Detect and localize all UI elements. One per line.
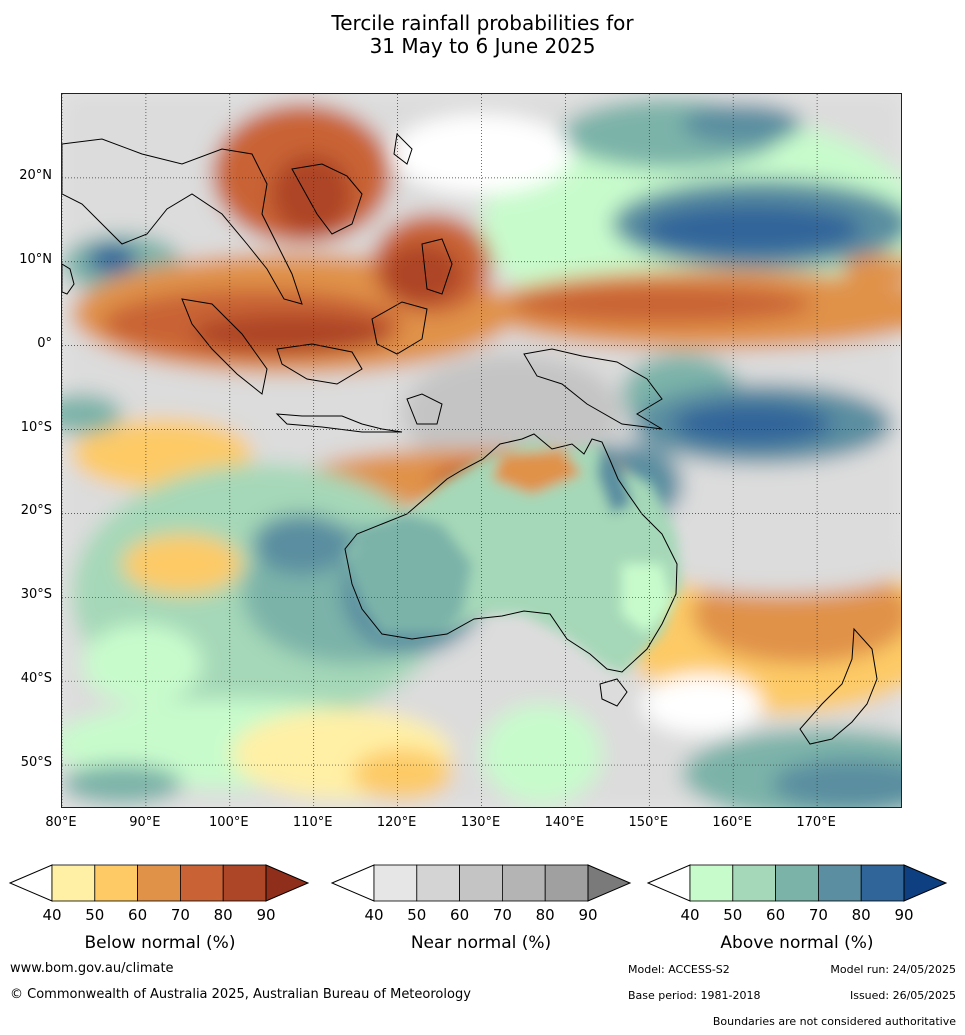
colorbar-tick-label: 80 [851,906,871,924]
longitude-label: 150°E [628,815,669,830]
colorbar-tick-label: 60 [766,906,786,924]
colorbar-swatch [689,864,734,902]
longitude-label: 140°E [544,815,585,830]
colorbar-tick-label: 60 [450,906,470,924]
colorbar-swatch [51,864,96,902]
colorbar-tick-label: 80 [535,906,555,924]
colorbar-swatch [544,864,589,902]
boundary-disclaimer: Boundaries are not considered authoritat… [712,1015,956,1028]
longitude-label: 90°E [129,815,161,830]
colorbar-tick-label: 40 [680,906,700,924]
below-normal-legend-title: Below normal (%) [84,933,236,953]
above-normal-legend-title: Above normal (%) [720,933,874,953]
colorbar-tick-label: 90 [578,906,598,924]
longitude-label: 100°E [209,815,249,830]
colorbar-tick-label: 80 [213,906,233,924]
colorbar-swatch [373,864,418,902]
colorbar-swatch [94,864,139,902]
latitude-label: 20°S [20,503,52,519]
copyright-text: © Commonwealth of Australia 2025, Austra… [10,987,471,1002]
near-normal-colorbar [330,864,632,902]
colorbar-swatch [860,864,905,902]
colorbar-swatch [817,864,862,902]
issued-date: Issued: 26/05/2025 [849,989,956,1002]
colorbar-swatch [732,864,777,902]
above-normal-colorbar [646,864,948,902]
longitude-label: 160°E [712,815,752,830]
colorbar-swatch [775,864,819,902]
probability-map [61,93,902,808]
colorbar-tick-label: 70 [808,906,828,924]
colorbar-tick-label: 90 [256,906,276,924]
colorbar-tick-label: 50 [407,906,427,924]
colorbar-tick-label: 40 [42,906,62,924]
latitude-label: 0° [37,335,52,351]
below-normal-colorbar [8,864,310,902]
longitude-label: 170°E [796,815,836,830]
colorbar-swatch [416,864,461,902]
model-name: Model: ACCESS-S2 [628,963,730,976]
latitude-label: 10°N [19,251,52,267]
colorbar-swatch [137,864,181,902]
longitude-label: 120°E [376,815,417,830]
colorbar-tick-label: 50 [85,906,105,924]
colorbar-swatch [222,864,267,902]
colorbar-swatch [459,864,503,902]
near-normal-legend-title: Near normal (%) [410,933,552,953]
model-run-date: Model run: 24/05/2025 [830,963,956,976]
colorbar-tick-label: 40 [364,906,384,924]
latitude-label: 20°N [19,167,52,183]
colorbar-tick-label: 90 [894,906,914,924]
map-title-line1: Tercile rainfall probabilities for [331,11,634,35]
latitude-label: 30°S [20,587,52,603]
bom-url[interactable]: www.bom.gov.au/climate [10,961,174,976]
map-title-line2: 31 May to 6 June 2025 [369,34,596,58]
colorbar-tick-label: 70 [492,906,512,924]
colorbar-tick-label: 60 [128,906,148,924]
latitude-label: 50°S [20,755,52,771]
colorbar-swatch [501,864,546,902]
colorbar-tick-label: 50 [723,906,743,924]
colorbar-tick-label: 70 [170,906,190,924]
latitude-label: 40°S [20,671,52,687]
latitude-label: 10°S [20,419,52,435]
longitude-label: 80°E [45,815,77,830]
longitude-label: 110°E [292,815,333,830]
colorbar-swatch [179,864,224,902]
longitude-label: 130°E [460,815,501,830]
base-period: Base period: 1981-2018 [628,989,761,1002]
